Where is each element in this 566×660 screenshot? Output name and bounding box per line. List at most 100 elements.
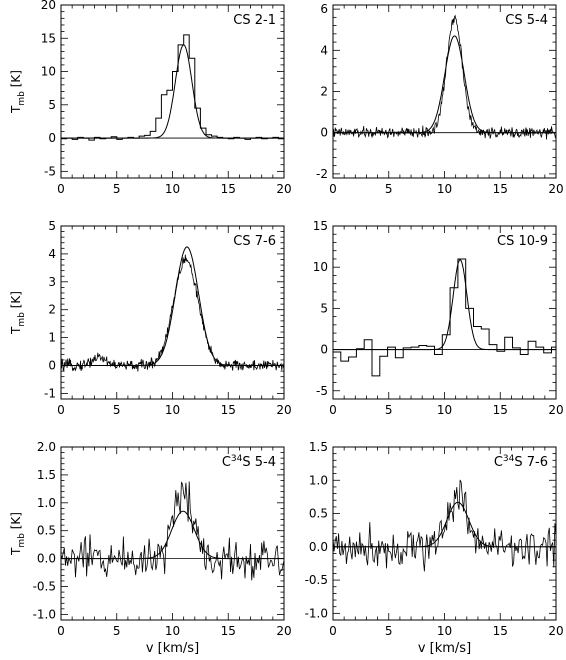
- y-tick-label: 1.5: [309, 440, 328, 454]
- y-tick-label: 0.5: [309, 507, 328, 521]
- y-tick-label: 0.5: [37, 524, 56, 538]
- observed-spectrum: [333, 14, 556, 140]
- plot-frame: [60, 4, 285, 179]
- plot-frame: [332, 446, 557, 621]
- x-tick-label: 20: [276, 182, 291, 196]
- observed-spectrum: [61, 481, 284, 581]
- x-tick-label: 10: [437, 403, 452, 417]
- plot-area: [333, 258, 556, 377]
- panel-title: C34S 7-6: [494, 454, 548, 470]
- plot-frame: [332, 4, 557, 179]
- x-tick-label: 5: [113, 403, 121, 417]
- y-tick-label: 1: [48, 331, 56, 345]
- x-tick-label: 5: [113, 182, 121, 196]
- y-axis-label: Tmb [K]: [9, 70, 27, 114]
- y-tick-label: 4: [320, 43, 328, 57]
- y-tick-label: 0.0: [309, 540, 328, 554]
- x-tick-label: 0: [57, 182, 65, 196]
- x-tick-label: 15: [493, 182, 508, 196]
- x-tick-label: 15: [221, 182, 236, 196]
- plot-area: [333, 14, 556, 140]
- y-tick-label: 1.0: [309, 473, 328, 487]
- y-tick-label: 0: [320, 343, 328, 357]
- y-tick-label: 2.0: [37, 440, 56, 454]
- observed-spectrum: [333, 479, 556, 572]
- plot-area: [333, 479, 556, 572]
- panel-title: CS 7-6: [233, 234, 276, 249]
- x-tick-label: 15: [493, 624, 508, 638]
- panel-title: CS 2-1: [233, 13, 276, 28]
- x-tick-label: 15: [221, 624, 236, 638]
- y-tick-label: 5: [48, 219, 56, 233]
- x-tick-label: 5: [385, 624, 393, 638]
- x-tick-label: 20: [548, 403, 563, 417]
- y-tick-label: 3: [48, 275, 56, 289]
- x-tick-label: 20: [548, 182, 563, 196]
- x-tick-label: 0: [57, 624, 65, 638]
- y-tick-label: -2: [316, 167, 328, 181]
- x-tick-label: 0: [329, 624, 337, 638]
- y-tick-label: -0.5: [33, 580, 56, 594]
- y-tick-label: 15: [41, 31, 56, 45]
- observed-spectrum: [333, 258, 556, 377]
- x-tick-label: 0: [57, 403, 65, 417]
- y-tick-label: 1.0: [37, 496, 56, 510]
- x-tick-label: 10: [165, 182, 180, 196]
- x-tick-label: 10: [165, 403, 180, 417]
- x-tick-label: 10: [437, 624, 452, 638]
- x-tick-label: 20: [548, 624, 563, 638]
- y-tick-label: 20: [41, 0, 56, 12]
- y-tick-label: 0: [48, 359, 56, 373]
- gaussian-fit-line: [61, 510, 284, 560]
- gaussian-fit-line: [333, 35, 556, 134]
- x-tick-label: 15: [221, 403, 236, 417]
- y-tick-label: 0.0: [37, 552, 56, 566]
- x-tick-label: 20: [276, 624, 291, 638]
- panel-title: CS 10-9: [497, 234, 548, 249]
- x-tick-label: 0: [329, 182, 337, 196]
- y-tick-label: 10: [41, 65, 56, 79]
- y-tick-label: -5: [44, 164, 56, 178]
- plot-area: [61, 481, 284, 581]
- x-tick-label: 15: [493, 403, 508, 417]
- y-tick-label: -0.5: [305, 573, 328, 587]
- y-tick-label: 5: [320, 301, 328, 315]
- y-tick-label: 6: [320, 2, 328, 16]
- y-tick-label: 2: [320, 85, 328, 99]
- x-axis-label: v [km/s]: [146, 641, 199, 656]
- panel-5: 0 5 10 15 20 -1.0 -0.5 0.0 0.5 1.0 1.5 2.0 C34S 5-4 T…: [9, 440, 292, 656]
- gaussian-fit-line: [333, 501, 556, 548]
- y-tick-label: 15: [313, 219, 328, 233]
- y-tick-label: -5: [316, 384, 328, 398]
- y-tick-label: 2: [48, 303, 56, 317]
- plot-area: [61, 34, 284, 141]
- gaussian-fit-line: [61, 44, 284, 139]
- y-tick-label: 5: [48, 98, 56, 112]
- gaussian-fit-line: [61, 246, 284, 366]
- x-tick-label: 5: [385, 182, 393, 196]
- x-tick-label: 5: [385, 403, 393, 417]
- y-tick-label: -1.0: [33, 607, 56, 621]
- x-tick-label: 5: [113, 624, 121, 638]
- plot-area: [61, 246, 284, 373]
- x-tick-label: 20: [276, 403, 291, 417]
- gaussian-fit-line: [333, 259, 556, 351]
- y-tick-label: -1: [44, 386, 56, 400]
- panel-title: CS 5-4: [505, 13, 548, 28]
- x-tick-label: 0: [329, 403, 337, 417]
- y-tick-label: 1.5: [37, 468, 56, 482]
- x-tick-label: 10: [165, 624, 180, 638]
- y-axis-label: Tmb [K]: [9, 291, 27, 335]
- y-tick-label: 10: [313, 260, 328, 274]
- panel-title: C34S 5-4: [222, 454, 276, 470]
- y-tick-label: 0: [48, 131, 56, 145]
- y-tick-label: -1.0: [305, 606, 328, 620]
- y-tick-label: 0: [320, 126, 328, 140]
- observed-spectrum: [61, 34, 284, 141]
- y-axis-label: Tmb [K]: [9, 512, 27, 556]
